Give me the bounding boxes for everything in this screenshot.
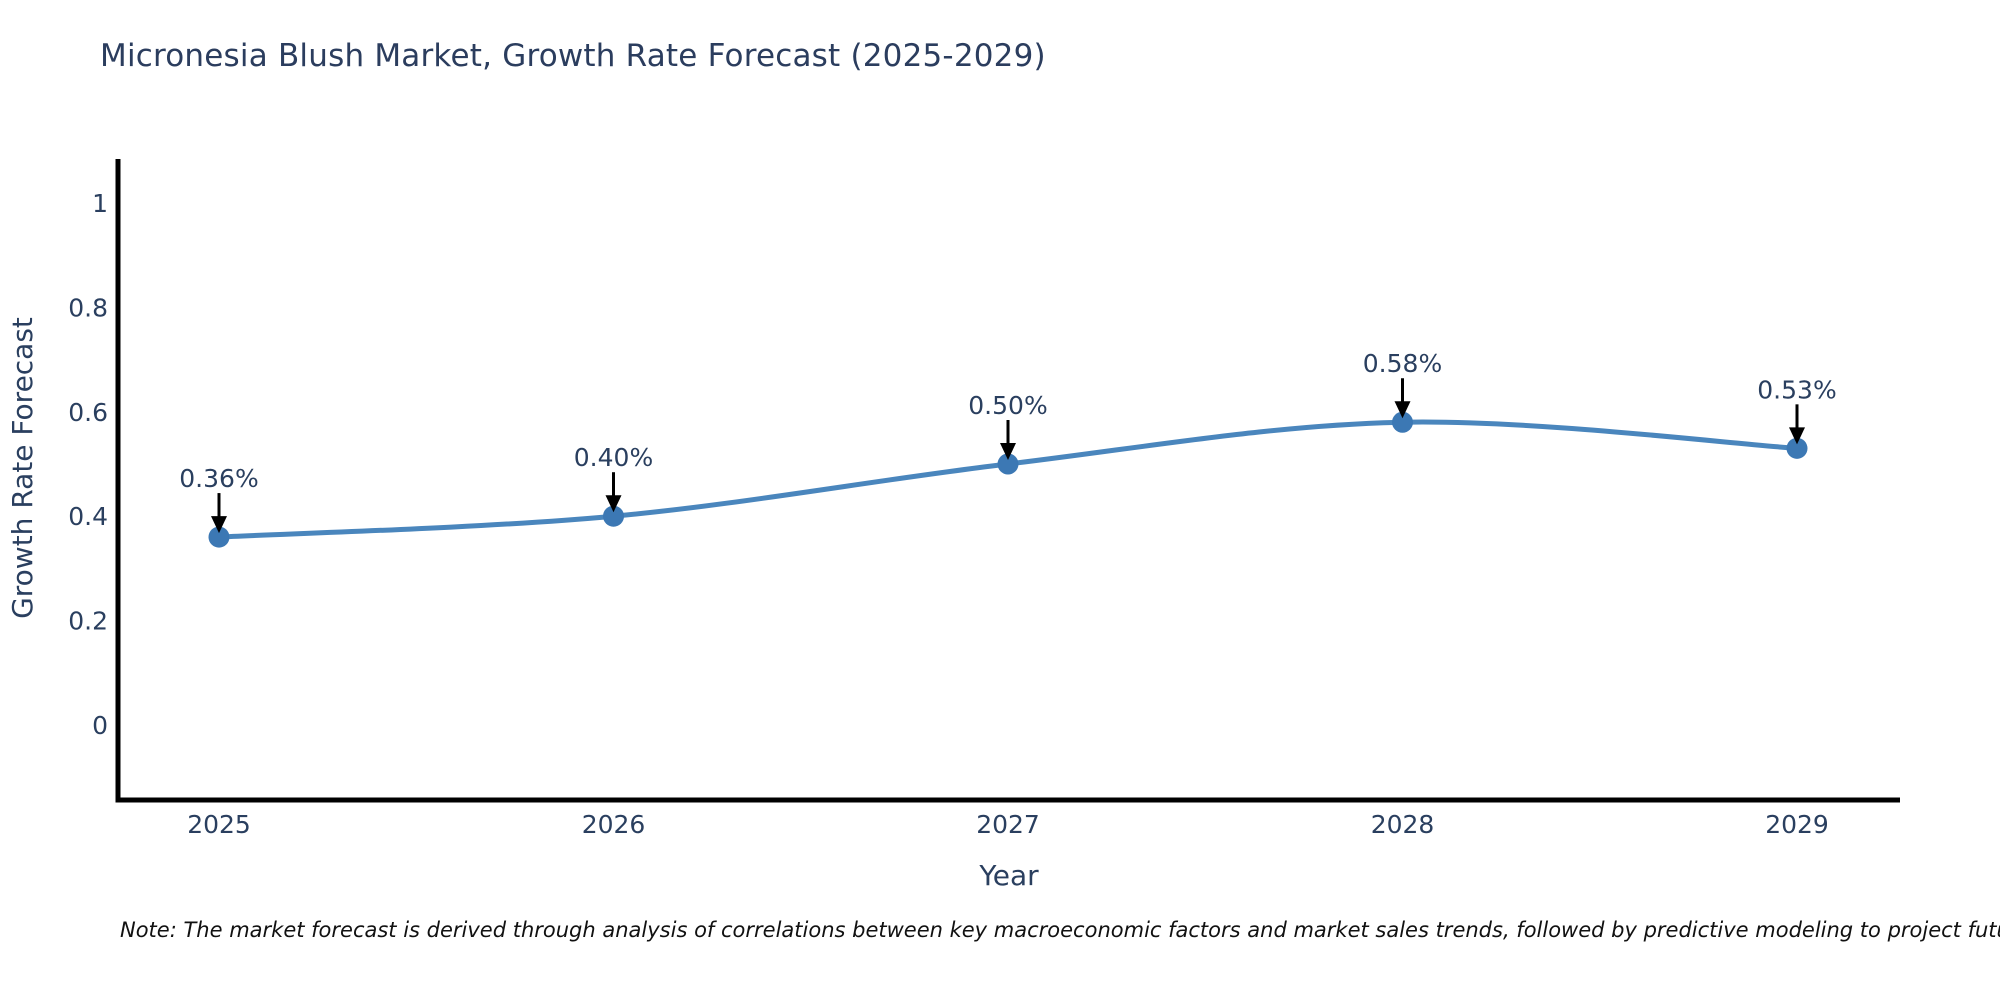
data-point-label: 0.36% [179, 464, 258, 493]
y-axis-title: Growth Rate Forecast [6, 317, 39, 619]
data-point-marker[interactable] [1392, 411, 1413, 433]
y-tick-label: 0.6 [68, 398, 108, 427]
x-tick-label: 2026 [582, 810, 646, 839]
data-point-label: 0.53% [1757, 375, 1836, 404]
annotation-arrowhead [605, 495, 622, 513]
annotation-arrowhead [1000, 443, 1016, 460]
y-tick-label: 0 [92, 711, 108, 740]
footnote-text: Note: The market forecast is derived thr… [120, 918, 2000, 942]
x-axis-title: Year [978, 859, 1039, 892]
chart-title: Micronesia Blush Market, Growth Rate For… [100, 38, 1046, 74]
data-point-marker[interactable] [1786, 437, 1808, 459]
x-tick-label: 2029 [1765, 810, 1829, 839]
x-tick-label: 2025 [187, 810, 251, 839]
x-tick-label: 2028 [1371, 810, 1435, 839]
data-point-label: 0.50% [968, 391, 1047, 420]
data-point-label: 0.58% [1363, 349, 1442, 378]
data-point-marker[interactable] [208, 526, 230, 548]
data-point-marker[interactable] [603, 505, 624, 527]
data-point-marker[interactable] [997, 453, 1019, 475]
data-point-label: 0.40% [574, 443, 653, 472]
y-tick-label: 0.4 [68, 502, 108, 531]
annotation-arrowhead [1394, 401, 1411, 419]
x-tick-label: 2027 [976, 810, 1040, 839]
annotation-arrowhead [211, 516, 227, 534]
y-tick-label: 0.2 [68, 607, 108, 636]
annotation-arrowhead [1789, 427, 1805, 445]
y-tick-label: 1 [92, 189, 108, 218]
y-tick-label: 0.8 [68, 293, 108, 322]
